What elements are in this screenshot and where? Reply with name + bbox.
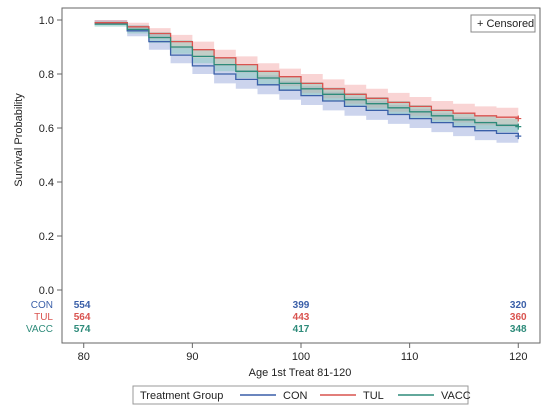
y-tick-label: 1.0 [39,15,54,27]
y-tick-label: 0.6 [39,123,54,135]
x-tick-label: 80 [78,351,90,363]
legend-label-vacc: VACC [441,390,471,402]
at-risk-value: 399 [293,300,310,311]
legend-label-con: CON [283,390,308,402]
censor-mark-tul [515,115,522,122]
censored-legend-box [470,14,536,33]
x-tick-label: 100 [292,351,310,363]
curve-tul [94,22,519,119]
band-con [94,20,519,146]
at-risk-value: 554 [74,300,91,311]
curve-con [94,22,519,137]
y-axis-label: Survival Probability [13,93,25,187]
at-risk-table: CON 554 399 320 TUL 564 443 360 VACC 574 417 348 [26,300,527,335]
survival-curves [94,22,519,137]
at-risk-value: 417 [293,324,310,335]
x-tick-label: 120 [509,351,527,363]
treatment-legend: Treatment Group CON TUL VACC [132,385,471,405]
curve-vacc [94,23,519,127]
x-tick-label: 110 [401,351,419,363]
censored-marks [515,115,522,140]
at-risk-label-tul: TUL [34,312,53,323]
band-vacc [94,21,519,134]
at-risk-value: 564 [74,312,91,323]
y-tick-label: 0.2 [39,231,54,243]
at-risk-value: 574 [74,324,91,335]
confidence-bands [94,20,519,146]
band-tul [94,20,519,128]
x-axis-label: Age 1st Treat 81-120 [249,367,352,379]
at-risk-value: 443 [293,312,310,323]
censored-legend-text: + Censored [477,18,534,30]
x-tick-label: 90 [186,351,198,363]
at-risk-label-con: CON [31,300,53,311]
y-tick-label: 0.4 [39,177,54,189]
at-risk-value: 360 [510,312,527,323]
legend-title: Treatment Group [140,390,223,402]
y-axis: 0.0 0.2 0.4 0.6 0.8 1.0 [39,15,62,297]
x-axis: 80 90 100 110 120 [78,343,527,363]
at-risk-value: 320 [510,300,527,311]
legend-label-tul: TUL [363,390,384,402]
censor-mark-vacc [515,123,522,130]
y-tick-label: 0.0 [39,285,54,297]
y-tick-label: 0.8 [39,69,54,81]
at-risk-value: 348 [510,324,527,335]
at-risk-label-vacc: VACC [26,324,53,335]
censor-mark-con [515,133,522,140]
legend-box [132,385,469,405]
